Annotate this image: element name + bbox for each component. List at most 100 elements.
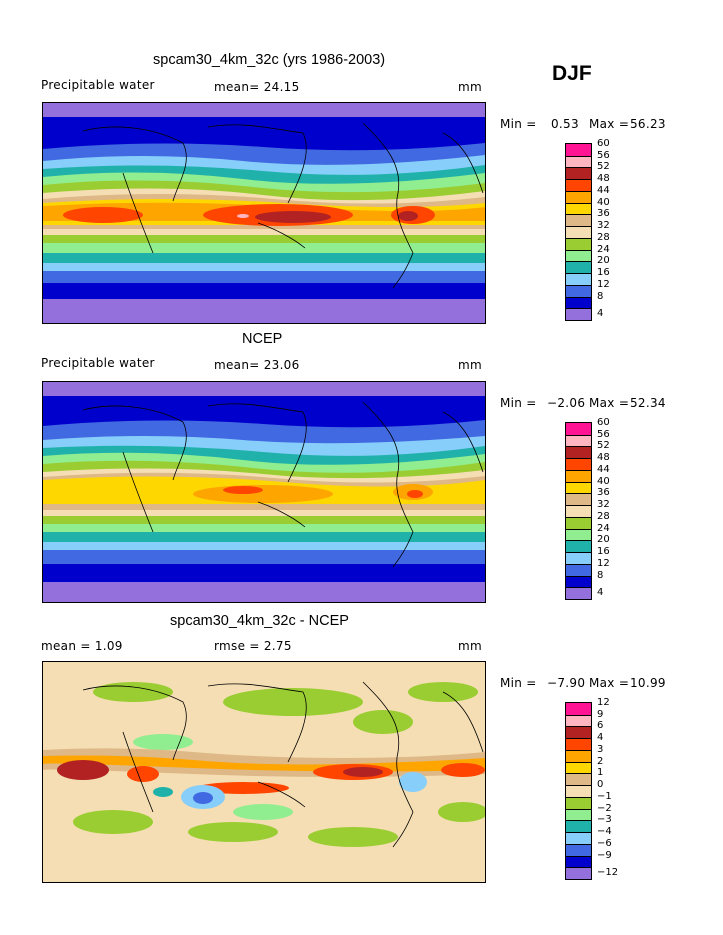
colorbar-swatch [566,155,591,168]
colorbar-level-label: 12 [597,557,610,569]
colorbar-swatch [566,867,591,879]
colorbar-swatch [566,761,591,774]
colorbar-swatch [566,202,591,215]
colorbar-swatch [566,214,591,227]
colorbar-swatch [566,726,591,739]
colorbar-level-label: 32 [597,220,610,232]
colorbar-level-label: 40 [597,196,610,208]
colorbar-swatch [566,820,591,833]
panel-2-title: NCEP [242,331,283,347]
colorbar-level-label: 24 [597,243,610,255]
colorbar-swatch [566,773,591,786]
panel-3-rmse-label: rmse = 2.75 [214,639,292,653]
colorbar-level-label: 28 [597,510,610,522]
colorbar-swatch [566,528,591,541]
panel-2-min-label: Min = [500,396,537,410]
panel-3-max-label: Max = [589,676,630,690]
colorbar-swatch [566,516,591,529]
colorbar-swatch [566,563,591,576]
colorbar-level-label: 12 [597,278,610,290]
panel-1-variable-label: Precipitable water [41,78,155,92]
colorbar-swatch [566,796,591,809]
colorbar-level-label: 8 [597,290,604,302]
colorbar-swatch [566,261,591,274]
colorbar-level-label: −9 [597,849,612,861]
panel-2-map [42,381,486,603]
colorbar-level-label: 52 [597,440,610,452]
colorbar-level-label: 3 [597,743,604,755]
colorbar-level-label: −3 [597,814,612,826]
colorbar-swatch [566,808,591,821]
colorbar-level-label: 48 [597,452,610,464]
panel-3-map [42,661,486,883]
colorbar-level-label: 56 [597,149,610,161]
panel-1-colorbar: 4 8 12 16 20 24 28 32 36 40 44 48 52 56 60 [565,139,610,321]
colorbar-swatch [566,423,591,435]
colorbar-level-label: 44 [597,463,610,475]
panel-2-colorbar: 4 8 12 16 20 24 28 32 36 40 44 48 52 56 60 [565,418,610,600]
colorbar-swatch [566,714,591,727]
colorbar-swatch [566,575,591,588]
colorbar-level-label: 24 [597,522,610,534]
colorbar-swatch [566,296,591,309]
panel-1-map [42,102,486,324]
colorbar-swatch [566,493,591,506]
colorbar-swatch [566,587,591,599]
colorbar-level-label: 48 [597,173,610,185]
colorbar-level-label: 40 [597,475,610,487]
colorbar-level-label: 2 [597,755,604,767]
colorbar-level-label: 4 [597,308,604,319]
colorbar-level-label: 8 [597,569,604,581]
colorbar-swatch [566,855,591,868]
colorbar-level-label: 16 [597,267,610,279]
panel-3-title: spcam30_4km_32c - NCEP [170,613,349,629]
colorbar-level-label: 12 [597,697,610,708]
panel-1-map-svg [43,103,485,323]
colorbar-swatch [566,167,591,180]
colorbar-swatch [566,273,591,285]
colorbar-level-label: 36 [597,208,610,220]
colorbar-level-label: 60 [597,417,610,428]
panel-3-max-value: 10.99 [630,676,666,690]
colorbar-level-label: 32 [597,499,610,511]
colorbar-swatch [566,226,591,238]
panel-3-unit: mm [458,639,482,653]
colorbar-swatch [566,190,591,203]
colorbar-level-label: −6 [597,837,612,849]
colorbar-swatch [566,703,591,715]
panel-1-mean-label: mean= 24.15 [214,80,300,94]
colorbar-swatch [566,469,591,482]
colorbar-swatch [566,144,591,156]
colorbar-swatch [566,249,591,262]
colorbar-level-label: −4 [597,826,612,838]
panel-2-variable-label: Precipitable water [41,356,155,370]
colorbar-swatch [566,434,591,447]
colorbar-level-label: 20 [597,534,610,546]
colorbar-swatch [566,749,591,762]
colorbar-level-label: 60 [597,138,610,149]
colorbar-level-label: 56 [597,428,610,440]
panel-1-unit: mm [458,80,482,94]
panel-2-mean-label: mean= 23.06 [214,358,300,372]
panel-2-min-value: −2.06 [547,396,586,410]
colorbar-swatch [566,505,591,517]
colorbar-level-label: 20 [597,255,610,267]
colorbar-level-label: 16 [597,546,610,558]
panel-1-max-label: Max = [589,117,630,131]
colorbar-level-label: 4 [597,587,604,598]
colorbar-level-label: 36 [597,487,610,499]
colorbar-level-label: 52 [597,161,610,173]
colorbar-level-label: 6 [597,720,604,732]
colorbar-level-label: 9 [597,708,604,720]
colorbar-level-label: 44 [597,184,610,196]
colorbar-level-label: 4 [597,732,604,744]
colorbar-level-label: 28 [597,231,610,243]
colorbar-level-label: −1 [597,790,612,802]
colorbar-level-label: 0 [597,779,604,791]
colorbar-level-label: −12 [597,867,619,878]
panel-2-max-value: 52.34 [630,396,666,410]
colorbar-swatch [566,446,591,459]
panel-2-unit: mm [458,358,482,372]
panel-3-mean-label: mean = 1.09 [41,639,123,653]
colorbar-swatch [566,308,591,320]
